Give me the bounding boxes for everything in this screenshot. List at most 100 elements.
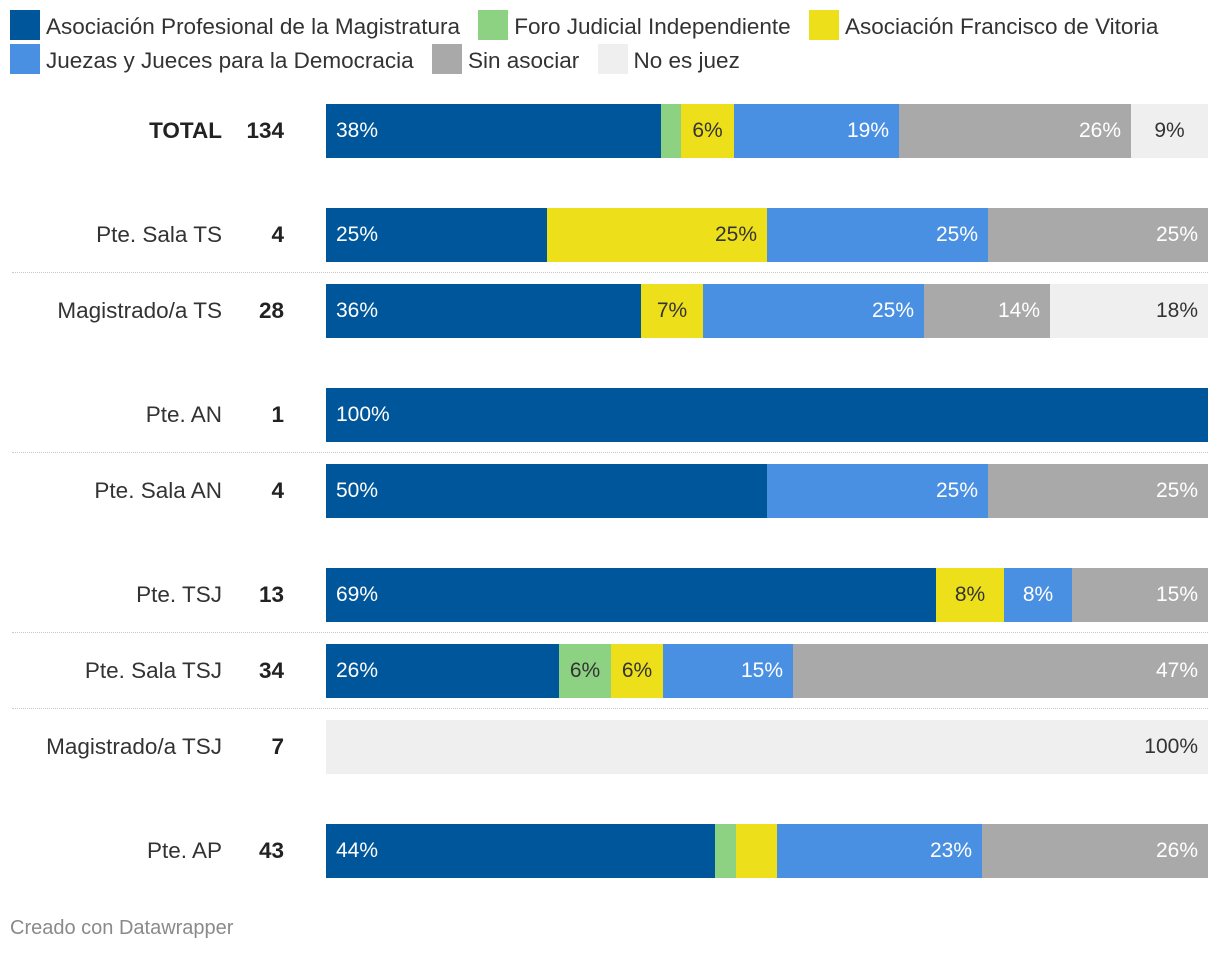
- legend-swatch: [597, 44, 628, 74]
- legend-item: Asociación Francisco de Vitoria: [808, 10, 1159, 40]
- bar-value-label: 36%: [336, 299, 379, 322]
- row-count: 28: [258, 298, 284, 323]
- bar-segment: [326, 284, 641, 338]
- row-label: Pte. TSJ: [136, 582, 222, 607]
- row-count: 13: [258, 582, 284, 607]
- legend-swatch: [10, 44, 40, 74]
- legend-label: Asociación Francisco de Vitoria: [844, 14, 1159, 39]
- legend-swatch: [478, 10, 509, 40]
- bar-value-label: 14%: [997, 299, 1040, 322]
- legend-label: Foro Judicial Independiente: [514, 14, 791, 39]
- bar-value-label: 25%: [1155, 223, 1198, 246]
- row-label: Magistrado/a TSJ: [46, 734, 222, 759]
- legend-item: Asociación Profesional de la Magistratur…: [10, 10, 460, 40]
- row-label: Pte. Sala TSJ: [84, 658, 222, 683]
- bar-value-label: 25%: [1155, 479, 1198, 502]
- bar-value-label: 15%: [1155, 583, 1198, 606]
- row-count: 1: [271, 402, 284, 427]
- bar-value-label: 50%: [336, 479, 379, 502]
- bar-segment: [1072, 568, 1208, 622]
- bar-segment: [326, 208, 547, 262]
- legend-item: No es juez: [597, 44, 740, 74]
- bar-segment: [982, 824, 1208, 878]
- legend-item: Sin asociar: [431, 44, 580, 74]
- bar-value-label: 26%: [1155, 839, 1198, 862]
- bar-segment: [793, 644, 1208, 698]
- bar-segment: [924, 284, 1050, 338]
- bar-value-label: 100%: [1144, 735, 1198, 758]
- bar-segment: [1131, 104, 1208, 158]
- bar-value-label: 25%: [871, 299, 914, 322]
- bar-segment: [777, 824, 982, 878]
- row-label: Magistrado/a TS: [57, 298, 222, 323]
- bar-segment: [734, 104, 899, 158]
- row-divider: [12, 272, 1208, 273]
- bar-segment: [767, 208, 988, 262]
- bar-segment: [641, 284, 703, 338]
- bar-value-label: 6%: [569, 659, 601, 682]
- bar-value-label: 69%: [336, 583, 379, 606]
- bar-value-label: 25%: [336, 223, 379, 246]
- row-count: 4: [271, 478, 284, 503]
- bar-value-label: 8%: [954, 583, 986, 606]
- row-count: 7: [271, 734, 284, 759]
- bar-value-label: 25%: [935, 223, 978, 246]
- row-divider: [12, 452, 1208, 453]
- bar-value-label: 26%: [1078, 119, 1121, 142]
- row-label: Pte. Sala AN: [94, 478, 222, 503]
- bar-value-label: 38%: [336, 119, 379, 142]
- bar-value-label: 26%: [336, 659, 379, 682]
- credit-text: Creado con Datawrapper: [10, 917, 234, 939]
- bar-value-label: 15%: [740, 659, 783, 682]
- bar-value-label: 23%: [929, 839, 972, 862]
- bar-segment: [559, 644, 611, 698]
- bar-segment: [326, 720, 1208, 774]
- legend-item: Juezas y Jueces para la Democracia: [10, 44, 414, 74]
- row-label: Pte. Sala TS: [96, 222, 222, 247]
- bar-segment: [681, 104, 734, 158]
- bar-segment: [326, 824, 715, 878]
- row-divider: [12, 708, 1208, 709]
- bar-segment: [988, 208, 1208, 262]
- bar-value-label: 25%: [935, 479, 978, 502]
- bar-segment: [936, 568, 1004, 622]
- row-count: 134: [246, 118, 284, 143]
- row-label: TOTAL: [149, 118, 222, 143]
- bar-value-label: 7%: [656, 299, 688, 322]
- bar-value-label: 8%: [1022, 583, 1054, 606]
- bar-segment: [703, 284, 924, 338]
- bar-segment: [326, 388, 1208, 442]
- legend-label: Sin asociar: [467, 48, 580, 73]
- bar-segment: [715, 824, 736, 878]
- bar-segment: [611, 644, 663, 698]
- bar-segment: [899, 104, 1131, 158]
- row-label: Pte. AN: [145, 402, 222, 427]
- bar-segment: [736, 824, 777, 878]
- legend-label: Asociación Profesional de la Magistratur…: [46, 14, 460, 39]
- bar-segment: [326, 104, 661, 158]
- bar-value-label: 6%: [692, 119, 723, 142]
- bar-segment: [326, 644, 559, 698]
- bar-segment: [1004, 568, 1072, 622]
- bar-segment: [1050, 284, 1208, 338]
- legend-label: No es juez: [633, 48, 740, 73]
- row-label: Pte. AP: [146, 838, 222, 863]
- bar-value-label: 19%: [846, 119, 889, 142]
- bar-value-label: 9%: [1154, 119, 1185, 142]
- bar-value-label: 18%: [1155, 299, 1198, 322]
- bar-segment: [326, 568, 936, 622]
- bar-value-label: 100%: [336, 403, 390, 426]
- bar-segment: [547, 208, 767, 262]
- legend-label: Juezas y Jueces para la Democracia: [46, 48, 414, 73]
- bar-segment: [988, 464, 1208, 518]
- row-count: 43: [258, 838, 284, 863]
- row-divider: [12, 632, 1208, 633]
- legend-swatch: [431, 44, 462, 74]
- row-count: 34: [258, 658, 284, 683]
- bar-segment: [661, 104, 681, 158]
- bar-value-label: 6%: [621, 659, 653, 682]
- chart-legend: Asociación Profesional de la Magistratur…: [10, 10, 1210, 78]
- bar-segment: [663, 644, 793, 698]
- bar-value-label: 47%: [1155, 659, 1198, 682]
